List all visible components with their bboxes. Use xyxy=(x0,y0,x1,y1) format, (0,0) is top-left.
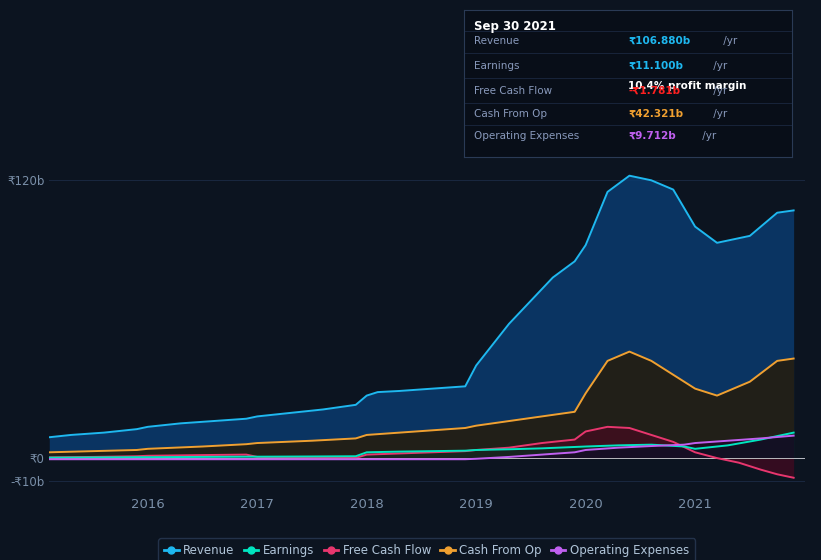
Text: /yr: /yr xyxy=(709,61,727,71)
Text: /yr: /yr xyxy=(720,36,737,46)
Text: 10.4% profit margin: 10.4% profit margin xyxy=(628,81,746,91)
Text: Free Cash Flow: Free Cash Flow xyxy=(474,86,552,96)
Text: Operating Expenses: Operating Expenses xyxy=(474,131,579,141)
Text: Earnings: Earnings xyxy=(474,61,519,71)
Text: /yr: /yr xyxy=(709,86,727,96)
Text: Sep 30 2021: Sep 30 2021 xyxy=(474,20,556,34)
Text: /yr: /yr xyxy=(709,109,727,119)
Legend: Revenue, Earnings, Free Cash Flow, Cash From Op, Operating Expenses: Revenue, Earnings, Free Cash Flow, Cash … xyxy=(158,539,695,560)
Text: -₹1.781b: -₹1.781b xyxy=(628,86,680,96)
Text: ₹11.100b: ₹11.100b xyxy=(628,61,683,71)
Text: Revenue: Revenue xyxy=(474,36,519,46)
Text: ₹106.880b: ₹106.880b xyxy=(628,36,690,46)
Text: ₹9.712b: ₹9.712b xyxy=(628,131,676,141)
Text: /yr: /yr xyxy=(699,131,717,141)
Text: ₹42.321b: ₹42.321b xyxy=(628,109,683,119)
Text: Cash From Op: Cash From Op xyxy=(474,109,547,119)
